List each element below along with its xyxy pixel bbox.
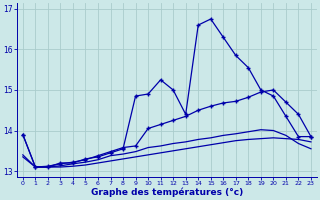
X-axis label: Graphe des températures (°c): Graphe des températures (°c) xyxy=(91,188,243,197)
